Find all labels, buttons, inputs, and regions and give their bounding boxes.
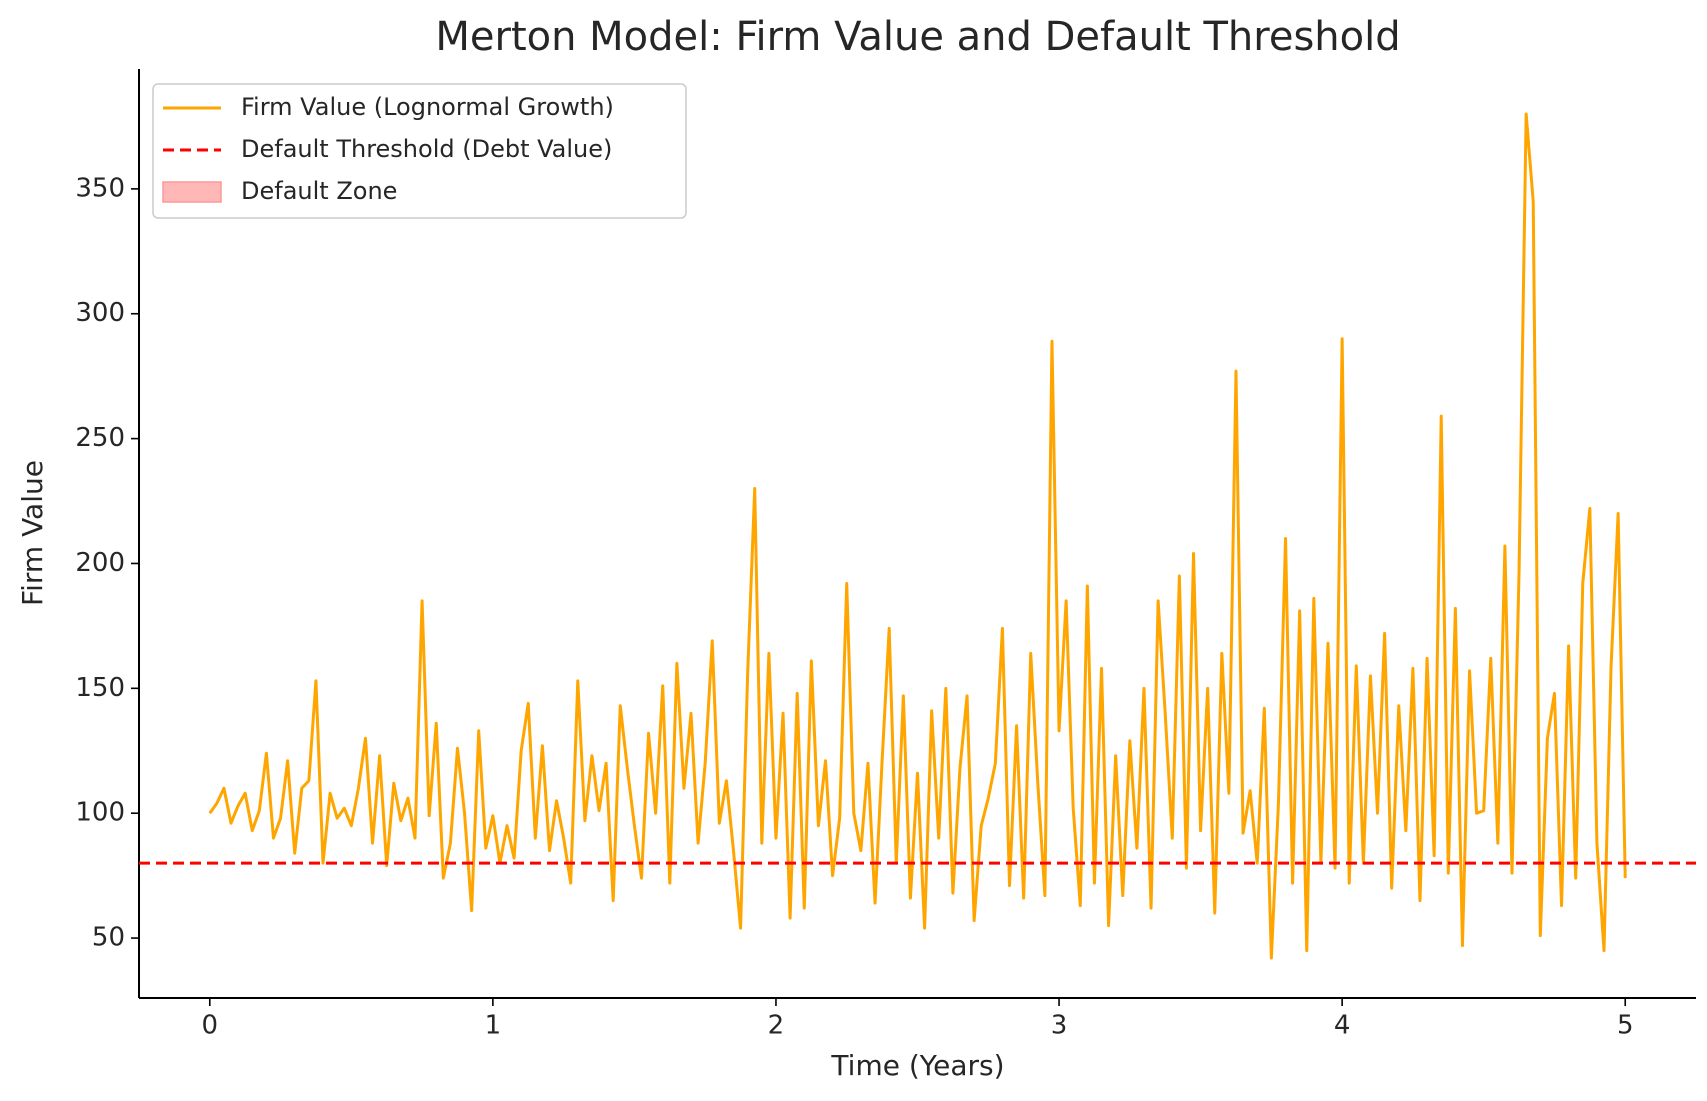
y-tick-label: 200 [75, 548, 125, 578]
y-axis-label: Firm Value [16, 460, 49, 606]
legend-label: Default Zone [241, 177, 397, 205]
x-tick-label: 3 [1051, 1011, 1068, 1041]
y-tick-label: 150 [75, 673, 125, 703]
y-tick-label: 50 [92, 923, 125, 953]
y-tick-label: 300 [75, 298, 125, 328]
x-tick-label: 0 [201, 1011, 218, 1041]
x-tick-label: 5 [1617, 1011, 1634, 1041]
x-tick-label: 2 [768, 1011, 785, 1041]
x-axis-label: Time (Years) [830, 1049, 1004, 1082]
chart-title: Merton Model: Firm Value and Default Thr… [435, 14, 1400, 60]
y-tick-label: 100 [75, 798, 125, 828]
series-line [208, 112, 1627, 960]
y-tick-label: 250 [75, 423, 125, 453]
y-tick-label: 350 [75, 173, 125, 203]
legend-label: Default Threshold (Debt Value) [241, 135, 612, 163]
legend-label: Firm Value (Lognormal Growth) [241, 93, 614, 121]
legend-box [152, 83, 687, 219]
x-tick-label: 1 [485, 1011, 502, 1041]
x-tick-label: 4 [1334, 1011, 1351, 1041]
legend-swatch [162, 181, 222, 203]
